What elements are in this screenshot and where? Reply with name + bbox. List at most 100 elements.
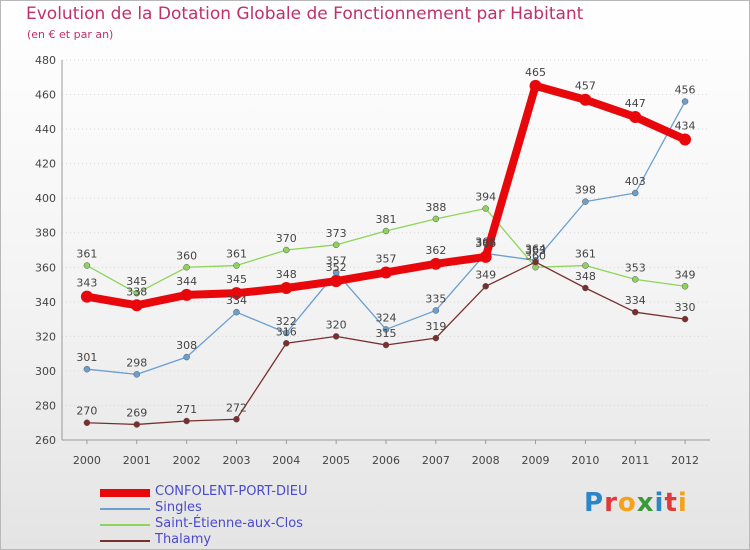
y-tick-label: 420 [35,158,56,171]
data-label: 322 [276,315,297,328]
y-tick-label: 340 [35,296,56,309]
data-label: 361 [575,248,596,261]
data-label: 272 [226,401,247,414]
data-point [130,299,143,312]
data-point [432,334,440,342]
data-point [582,284,589,292]
data-point [283,329,290,337]
data-point [83,365,91,373]
y-tick-label: 400 [35,192,56,205]
data-label: 271 [176,403,197,416]
data-point [133,371,141,378]
legend-label: Singles [155,500,202,515]
data-label: 364 [525,242,546,255]
data-point [679,133,692,146]
data-point [233,416,240,423]
data-point [133,421,141,428]
data-label: 349 [475,268,496,281]
proxiti-logo: Proxiti [584,488,688,518]
data-point [631,308,639,316]
data-label: 357 [376,252,397,265]
logo-letter: o [617,488,637,518]
data-label: 334 [625,294,646,307]
data-label: 345 [126,275,147,288]
data-label: 335 [425,292,446,305]
data-point [183,417,190,425]
data-point [233,262,240,269]
logo-letter: P [584,488,605,518]
x-tick-label: 2002 [173,454,201,467]
data-label: 345 [226,273,247,286]
data-point [432,307,440,314]
data-label: 398 [575,184,596,197]
legend-swatch [100,524,150,526]
data-point [382,326,390,333]
data-label: 298 [126,356,147,369]
data-point [180,288,193,301]
x-tick-label: 2000 [73,454,101,467]
data-point [183,353,190,361]
legend-label: Saint-Étienne-aux-Clos [155,516,303,531]
data-label: 447 [625,97,646,110]
x-tick-label: 2012 [671,454,699,467]
y-tick-label: 320 [35,330,56,343]
x-tick-label: 2004 [272,454,300,467]
data-point [332,241,340,249]
data-point [629,111,642,123]
data-label: 361 [226,248,247,261]
x-tick-label: 2008 [472,454,500,467]
data-point [283,246,290,254]
data-label: 316 [276,325,297,338]
y-tick-label: 280 [35,399,56,412]
data-point [380,266,392,279]
data-label: 301 [76,351,97,364]
data-point [332,333,340,340]
data-label: 457 [575,80,596,93]
data-point [681,98,689,105]
legend-label: CONFOLENT-PORT-DIEU [155,484,308,499]
y-tick-label: 440 [35,123,56,136]
data-label: 362 [425,244,446,257]
logo-letter: i [654,488,665,518]
y-tick-label: 460 [35,89,56,102]
legend-label: Thalamy [155,532,212,547]
y-tick-label: 360 [35,261,56,274]
data-label: 348 [575,270,596,283]
x-tick-label: 2010 [571,454,599,467]
x-tick-label: 2005 [322,454,350,467]
data-label: 319 [425,320,446,333]
data-label: 381 [376,213,397,226]
data-label: 360 [525,249,546,262]
data-label: 361 [76,248,97,261]
data-label: 269 [126,406,147,419]
data-point [233,308,240,316]
logo-letter: i [677,488,688,518]
data-label: 349 [675,268,696,281]
data-point [681,283,689,290]
data-label: 388 [425,201,446,214]
logo-letter: x [636,488,655,518]
data-label: 456 [675,83,696,96]
data-point [183,264,190,271]
data-label: 465 [525,66,546,79]
data-label: 270 [76,405,97,418]
data-point [330,275,343,288]
data-label: 363 [525,244,546,257]
data-point [582,198,589,205]
data-point [280,282,293,294]
data-point [631,189,639,197]
data-point [80,290,93,303]
data-label: 308 [176,339,197,352]
legend-swatch [100,540,150,542]
data-label: 343 [76,277,97,290]
data-label: 338 [126,285,147,298]
data-label: 330 [675,301,696,314]
data-point [382,341,390,349]
data-point [83,262,91,269]
data-point [479,250,492,263]
y-tick-label: 260 [35,434,56,447]
data-label: 324 [376,311,397,324]
data-point [382,227,390,235]
data-label: 403 [625,175,646,188]
